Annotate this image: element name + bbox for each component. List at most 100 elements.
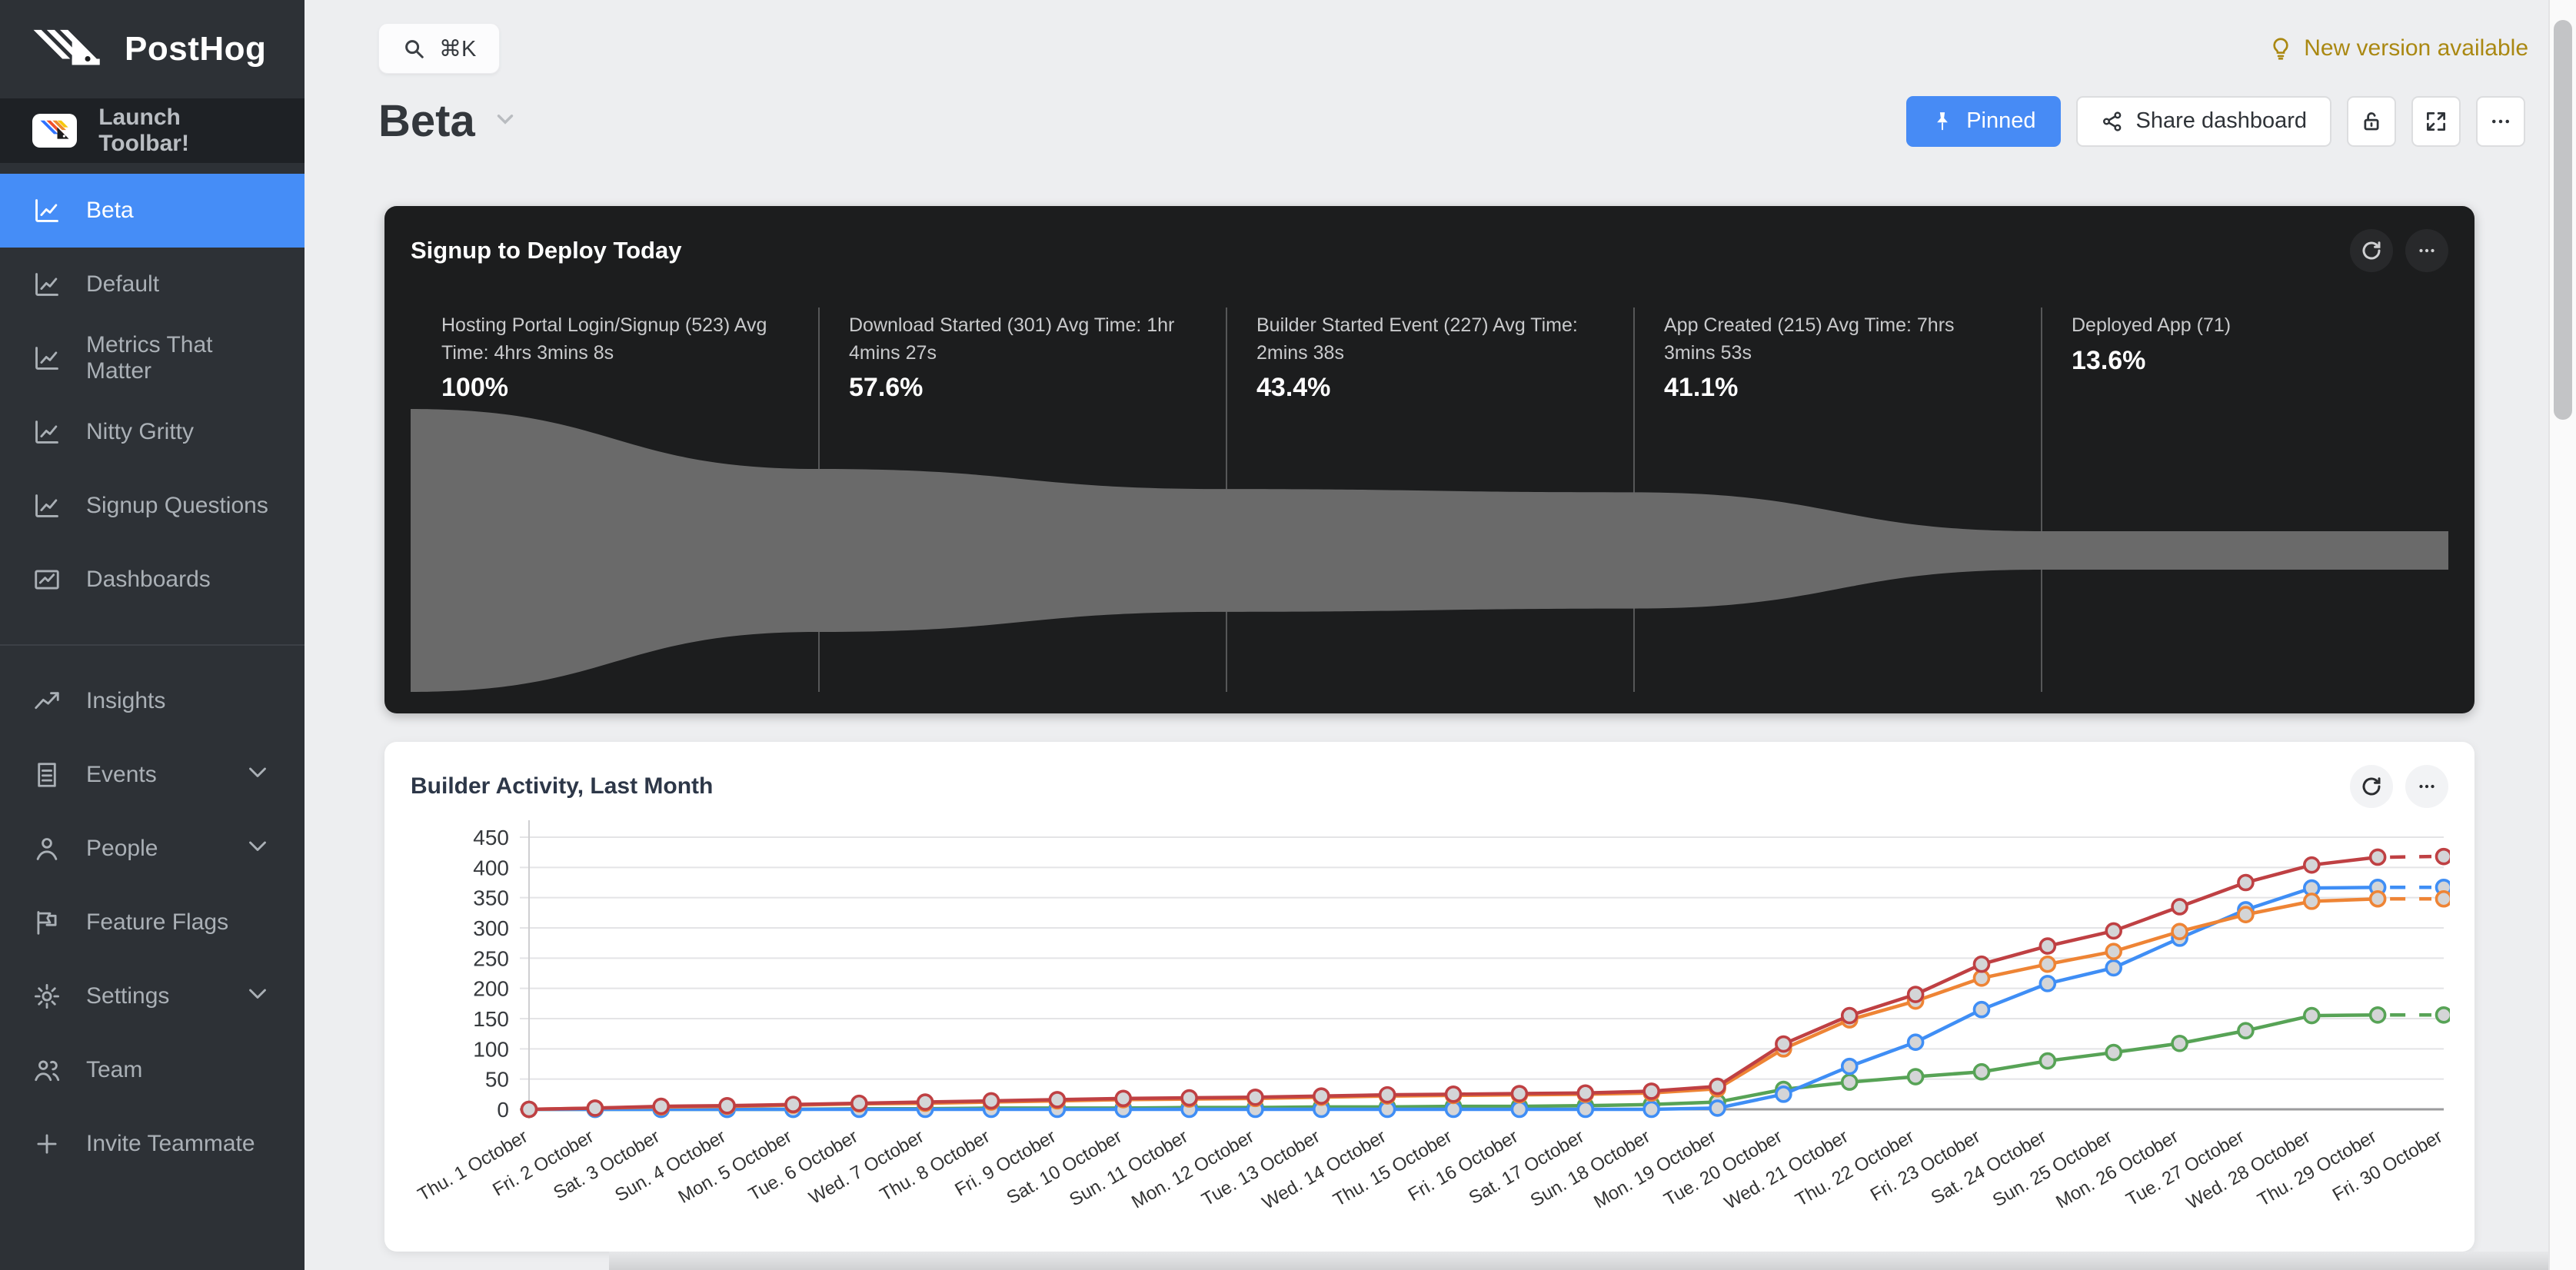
svg-text:Wed. 7 October: Wed. 7 October xyxy=(805,1126,927,1208)
funnel-separator xyxy=(2041,308,2042,692)
chevron-down-icon xyxy=(243,831,272,866)
chart-card-header: Builder Activity, Last Month xyxy=(384,742,2474,808)
topbar: ⌘K New version available xyxy=(305,0,2576,74)
launch-toolbar-button[interactable]: Launch Toolbar! xyxy=(0,98,305,163)
funnel-step-3[interactable]: Builder Started Event (227) Avg Time: 2m… xyxy=(1226,308,1633,412)
unlock-icon xyxy=(2364,111,2379,130)
posthog-logo[interactable]: PostHog xyxy=(0,0,305,98)
line-chart-icon xyxy=(35,273,58,296)
gear-icon xyxy=(35,984,59,1009)
sidebar-item-signup-questions[interactable]: Signup Questions xyxy=(0,469,305,543)
funnel-card: Signup to Deploy Today Hosti xyxy=(384,206,2474,713)
pinned-button[interactable]: Pinned xyxy=(1906,95,2061,147)
svg-text:150: 150 xyxy=(473,1007,509,1031)
sidebar-item-label: People xyxy=(86,836,158,861)
sidebar-item-label: Signup Questions xyxy=(86,493,268,518)
sidebar-item-label: Beta xyxy=(86,198,134,223)
sidebar-item-label: Settings xyxy=(86,983,170,1009)
card-more-button[interactable] xyxy=(2405,765,2448,808)
svg-text:Fri. 16 October: Fri. 16 October xyxy=(1405,1126,1522,1205)
new-version-label: New version available xyxy=(2304,35,2528,61)
bottom-strip xyxy=(609,1252,2548,1270)
svg-text:50: 50 xyxy=(485,1068,509,1092)
sidebar-divider xyxy=(0,644,305,646)
sidebar-item-metrics-that-matter[interactable]: Metrics That Matter xyxy=(0,321,305,395)
expand-icon xyxy=(2427,111,2445,131)
refresh-button[interactable] xyxy=(2350,229,2393,272)
search-input[interactable]: ⌘K xyxy=(378,23,501,74)
svg-text:Tue. 6 October: Tue. 6 October xyxy=(745,1126,861,1205)
activity-chart-card: Builder Activity, Last Month 0 50 100 150 20… xyxy=(384,742,2474,1252)
sidebar-item-label: Insights xyxy=(86,688,166,713)
more-dots-icon xyxy=(2419,248,2435,253)
line-chart-icon xyxy=(35,494,58,517)
refresh-icon xyxy=(2362,777,2381,796)
funnel-shape xyxy=(411,409,2448,692)
launch-toolbar-icon xyxy=(32,114,78,148)
sidebar-item-label: Feature Flags xyxy=(86,909,229,935)
line-chart-icon xyxy=(35,199,58,222)
posthog-logo-icon xyxy=(33,29,100,65)
svg-text:450: 450 xyxy=(473,826,509,849)
pinned-label: Pinned xyxy=(1966,108,2036,133)
sidebar-item-people[interactable]: People xyxy=(0,812,305,886)
person-icon xyxy=(36,838,58,860)
funnel-step-4[interactable]: App Created (215) Avg Time: 7hrs 3mins 5… xyxy=(1633,308,2041,412)
share-icon xyxy=(2102,111,2121,131)
activity-line-chart[interactable]: 0 50 100 150 200 250 300 350 400 450 Thu. 1 Octobe… xyxy=(409,802,2450,1232)
funnel-step-percent: 13.6% xyxy=(2072,345,2146,375)
more-button[interactable] xyxy=(2476,95,2525,147)
sidebar-item-beta[interactable]: Beta xyxy=(0,174,305,248)
sidebar-item-dashboards[interactable]: Dashboards xyxy=(0,543,305,617)
sidebar-item-team[interactable]: Team xyxy=(0,1033,305,1107)
funnel-step-2[interactable]: Download Started (301) Avg Time: 1hr 4mi… xyxy=(818,308,1226,412)
funnel-step-label: Hosting Portal Login/Signup (523) Avg Ti… xyxy=(441,314,767,364)
scrollbar-track[interactable] xyxy=(2548,0,2576,1270)
refresh-button[interactable] xyxy=(2350,765,2393,808)
svg-text:Sat. 17 October: Sat. 17 October xyxy=(1466,1126,1588,1208)
sidebar-item-events[interactable]: Events xyxy=(0,738,305,812)
sidebar-item-insights[interactable]: Insights xyxy=(0,664,305,738)
funnel-card-title: Signup to Deploy Today xyxy=(411,237,682,264)
sidebar-item-label: Invite Teammate xyxy=(86,1131,255,1156)
sidebar-item-label: Default xyxy=(86,271,160,297)
funnel-body: Hosting Portal Login/Signup (523) Avg Ti… xyxy=(411,308,2448,692)
funnel-step-5[interactable]: Deployed App (71) 13.6% xyxy=(2041,308,2448,412)
funnel-step-percent: 100% xyxy=(441,373,508,402)
chevron-down-icon xyxy=(497,115,513,125)
share-dashboard-button[interactable]: Share dashboard xyxy=(2075,95,2331,147)
sidebar-item-label: Nitty Gritty xyxy=(86,419,194,444)
chevron-down-icon xyxy=(243,757,272,793)
svg-text:100: 100 xyxy=(473,1037,509,1061)
sidebar-item-default[interactable]: Default xyxy=(0,248,305,321)
svg-text:300: 300 xyxy=(473,916,509,940)
scrollbar-thumb[interactable] xyxy=(2554,20,2572,420)
sidebar-item-nitty-gritty[interactable]: Nitty Gritty xyxy=(0,395,305,469)
sidebar-item-settings[interactable]: Settings xyxy=(0,959,305,1033)
main-content: ⌘K New version available Beta Pinned Sha… xyxy=(305,0,2576,1270)
refresh-icon xyxy=(2362,241,2381,260)
svg-text:Fri. 30 October: Fri. 30 October xyxy=(2329,1126,2446,1205)
card-more-button[interactable] xyxy=(2405,229,2448,272)
launch-toolbar-label: Launch Toolbar! xyxy=(98,105,189,156)
lock-button[interactable] xyxy=(2347,95,2396,147)
logo-text: PostHog xyxy=(125,30,267,68)
funnel-steps: Hosting Portal Login/Signup (523) Avg Ti… xyxy=(411,308,2448,412)
dashboard-icon xyxy=(35,570,59,590)
sidebar-item-label: Metrics That Matter xyxy=(86,332,213,384)
funnel-step-1[interactable]: Hosting Portal Login/Signup (523) Avg Ti… xyxy=(411,308,818,412)
svg-text:400: 400 xyxy=(473,856,509,879)
line-chart-icon xyxy=(35,421,58,444)
fullscreen-button[interactable] xyxy=(2411,95,2461,147)
sidebar: PostHog Launch Toolbar! Beta xyxy=(0,0,305,1270)
pin-icon xyxy=(1937,111,1949,130)
funnel-card-header: Signup to Deploy Today xyxy=(384,206,2474,272)
sidebar-item-invite-teammate[interactable]: Invite Teammate xyxy=(0,1107,305,1181)
dashboard-select-chevron[interactable] xyxy=(492,106,518,136)
new-version-link[interactable]: New version available xyxy=(2268,35,2528,62)
funnel-step-percent: 41.1% xyxy=(1664,373,1739,402)
sidebar-item-feature-flags[interactable]: Feature Flags xyxy=(0,886,305,959)
sidebar-item-label: Dashboards xyxy=(86,567,211,592)
more-dots-icon xyxy=(2419,784,2435,789)
